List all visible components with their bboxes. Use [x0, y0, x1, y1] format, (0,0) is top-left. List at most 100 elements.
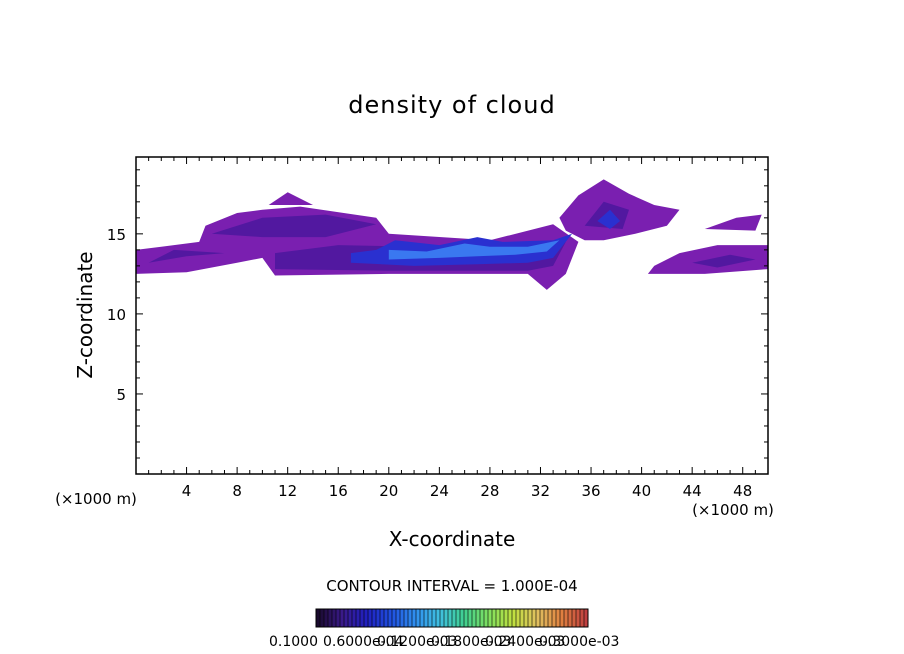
colorbar-swatch — [340, 609, 345, 627]
colorbar-swatch — [328, 609, 333, 627]
colorbar-swatch — [496, 609, 501, 627]
colorbar-swatch — [560, 609, 565, 627]
colorbar-swatch — [536, 609, 541, 627]
colorbar-swatch — [476, 609, 481, 627]
colorbar-swatch — [316, 609, 321, 627]
colorbar-swatch — [380, 609, 385, 627]
colorbar-swatch — [404, 609, 409, 627]
x-axis-label: X-coordinate — [389, 527, 516, 551]
colorbar-swatch — [372, 609, 377, 627]
colorbar-swatch — [356, 609, 361, 627]
x-tick-label: 4 — [182, 482, 192, 500]
colorbar-swatch — [376, 609, 381, 627]
contour-region-2-1 — [597, 209, 621, 229]
x-unit-label-right: (×1000 m) — [692, 501, 774, 519]
colorbar-swatch — [544, 609, 549, 627]
x-tick-label: 16 — [329, 482, 348, 500]
colorbar-swatch — [440, 609, 445, 627]
colorbar-labels: 0.1000 0.6000e-040.1200e-030.1800e-030.24… — [269, 634, 619, 650]
colorbar-swatch — [452, 609, 457, 627]
y-tick-label: 15 — [107, 226, 126, 244]
colorbar-swatch — [432, 609, 437, 627]
colorbar-swatch — [508, 609, 513, 627]
colorbar-swatch — [360, 609, 365, 627]
colorbar-label: 0.3000e-03 — [539, 634, 619, 650]
colorbar-label: 0.6000e-04 — [323, 634, 404, 650]
colorbar-label: 0.1800e-03 — [431, 634, 511, 650]
colorbar-swatch — [568, 609, 573, 627]
colorbar-swatch — [344, 609, 349, 627]
x-tick-label: 32 — [531, 482, 550, 500]
colorbar-swatch — [352, 609, 357, 627]
plot-frame — [135, 156, 769, 475]
colorbar-swatch — [448, 609, 453, 627]
contour-interval-label: CONTOUR INTERVAL = 1.000E-04 — [326, 577, 577, 595]
colorbar-swatch — [504, 609, 509, 627]
x-tick-label: 28 — [480, 482, 499, 500]
colorbar-label: 0.2400e-03 — [485, 634, 565, 650]
colorbar-swatch — [348, 609, 353, 627]
colorbar-swatch — [388, 609, 393, 627]
y-tick-labels: 5 10 15 — [107, 226, 126, 404]
colorbar-swatch — [516, 609, 521, 627]
colorbar-swatch — [480, 609, 485, 627]
y-tick-label: 10 — [107, 306, 126, 324]
axis-ticks — [136, 157, 768, 474]
colorbar-swatch — [524, 609, 529, 627]
contour-region-1-4 — [148, 249, 225, 263]
colorbar-swatch — [392, 609, 397, 627]
colorbar-swatch — [424, 609, 429, 627]
colorbar-swatch — [520, 609, 525, 627]
colorbar-swatch — [532, 609, 537, 627]
x-tick-label: 8 — [232, 482, 242, 500]
colorbar-swatch — [332, 609, 337, 627]
colorbar-swatch — [320, 609, 325, 627]
colorbar-swatch — [564, 609, 569, 627]
contour-region-0-4 — [268, 192, 313, 205]
colorbar-swatch — [548, 609, 553, 627]
contour-region-1-1 — [211, 214, 377, 238]
chart-title: density of cloud — [348, 91, 555, 119]
x-tick-label: 12 — [278, 482, 297, 500]
colorbar-swatch — [416, 609, 421, 627]
colorbar-swatch — [444, 609, 449, 627]
colorbar-frame — [315, 608, 589, 628]
colorbar-swatch — [384, 609, 389, 627]
colorbar-swatch — [324, 609, 329, 627]
contour-regions — [136, 179, 768, 290]
contour-region-1-3 — [692, 254, 756, 268]
colorbar-swatch — [528, 609, 533, 627]
colorbar-swatch — [456, 609, 461, 627]
colorbar-swatch — [460, 609, 465, 627]
y-tick-label: 5 — [116, 386, 126, 404]
x-tick-label: 40 — [632, 482, 651, 500]
colorbar-swatch — [412, 609, 417, 627]
y-axis-label: Z-coordinate — [73, 251, 97, 378]
colorbar-swatch — [556, 609, 561, 627]
colorbar-swatch — [576, 609, 581, 627]
colorbar-swatch — [540, 609, 545, 627]
colorbar-swatch — [552, 609, 557, 627]
colorbar-swatch — [368, 609, 373, 627]
x-tick-label: 48 — [733, 482, 752, 500]
x-tick-label: 20 — [379, 482, 398, 500]
contour-region-0-3 — [704, 214, 762, 231]
colorbar-swatch — [436, 609, 441, 627]
colorbar-label: 0.1000 — [269, 634, 318, 650]
colorbar-swatch — [512, 609, 517, 627]
colorbar-swatch — [580, 609, 585, 627]
colorbar-swatch — [500, 609, 505, 627]
colorbar-swatch — [400, 609, 405, 627]
colorbar-swatch — [488, 609, 493, 627]
x-tick-label: 44 — [683, 482, 702, 500]
colorbar-swatch — [364, 609, 369, 627]
colorbar-label: 0.1200e-03 — [377, 634, 457, 650]
colorbar-swatch — [572, 609, 577, 627]
colorbar-swatch — [464, 609, 469, 627]
colorbar-swatch — [472, 609, 477, 627]
colorbar-swatch — [428, 609, 433, 627]
colorbar — [315, 608, 589, 628]
x-unit-label-left: (×1000 m) — [55, 490, 137, 508]
colorbar-swatch — [484, 609, 489, 627]
